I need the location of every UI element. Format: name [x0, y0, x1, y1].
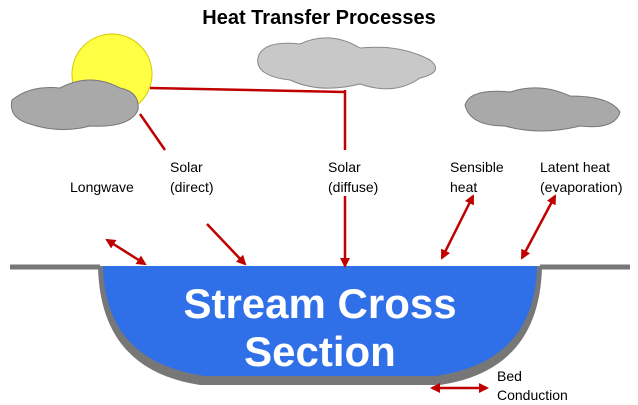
process-label: Longwave: [70, 179, 134, 195]
arrow: [442, 196, 473, 258]
process-label: Solar: [328, 159, 361, 175]
diagram: Heat Transfer Processes Stream Cross Sec…: [0, 0, 638, 405]
process-label: Sensible: [450, 159, 504, 175]
process-label: Bed: [497, 368, 522, 384]
process-label: Latent heat: [540, 159, 610, 175]
section-label: Stream Cross: [183, 280, 456, 327]
process-label: (diffuse): [328, 179, 378, 195]
arrow: [207, 224, 245, 264]
process-label: (evaporation): [540, 179, 623, 195]
title: Heat Transfer Processes: [202, 7, 435, 29]
cloud: [258, 38, 436, 89]
process-label: (direct): [170, 179, 214, 195]
arrow: [522, 196, 555, 258]
direct-ray: [140, 114, 165, 150]
arrow: [107, 240, 145, 264]
sun-ray: [150, 88, 345, 92]
process-label: heat: [450, 179, 477, 195]
section-label: Section: [244, 328, 396, 375]
process-label: Conduction: [497, 387, 568, 403]
cloud: [465, 88, 620, 131]
cloud: [11, 80, 138, 130]
process-label: Solar: [170, 159, 203, 175]
